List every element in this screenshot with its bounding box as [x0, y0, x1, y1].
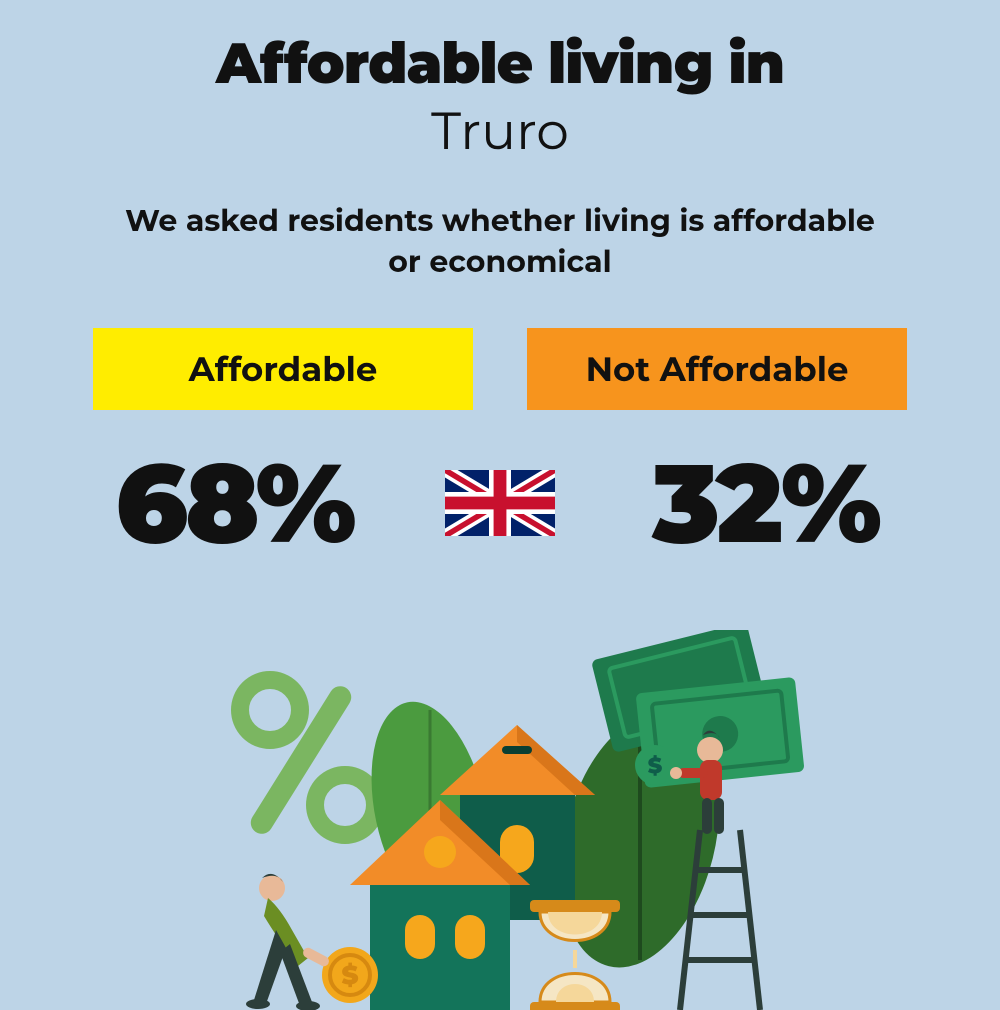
uk-flag-icon — [445, 470, 555, 536]
chip-not-affordable-label: Not Affordable — [586, 348, 849, 390]
chip-not-affordable: Not Affordable — [527, 328, 907, 410]
svg-text:$: $ — [648, 752, 663, 779]
affordability-illustration: $ $ — [180, 630, 820, 1010]
header: Affordable living in Truro We asked resi… — [0, 0, 1000, 282]
chip-affordable-label: Affordable — [189, 348, 378, 390]
percentages-row: 68% 32% — [0, 436, 1000, 570]
subtitle: We asked residents whether living is aff… — [120, 201, 880, 282]
not-affordable-percent: 32% — [591, 436, 940, 570]
person-push-coin-icon: $ — [246, 874, 378, 1010]
title-line1: Affordable living in — [0, 30, 1000, 98]
svg-text:$: $ — [341, 959, 358, 991]
title-city: Truro — [0, 100, 1000, 163]
affordable-percent: 68% — [60, 436, 409, 570]
percent-icon — [240, 680, 375, 838]
chip-affordable: Affordable — [93, 328, 473, 410]
chips-row: Affordable Not Affordable — [0, 328, 1000, 410]
